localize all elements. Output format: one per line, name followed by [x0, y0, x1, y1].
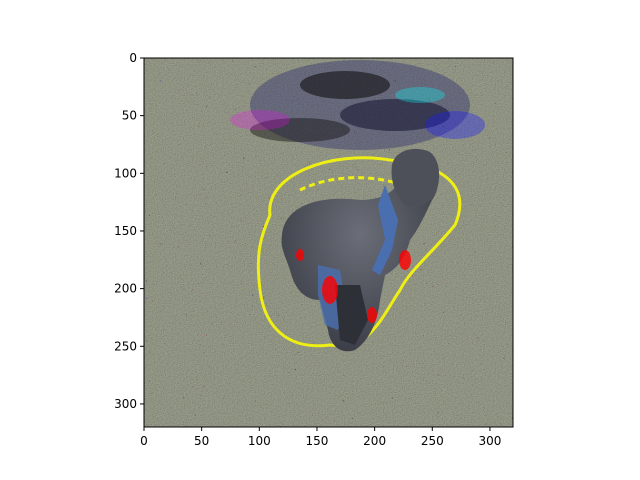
- y-tick-label: 300: [114, 397, 137, 411]
- x-axis-ticks: 0 50 100 150 200 250 300: [140, 427, 501, 448]
- x-tick-label: 250: [421, 434, 444, 448]
- attribution-cloud-top: [230, 60, 485, 150]
- y-tick-label: 100: [114, 166, 137, 180]
- dog-harness: [372, 185, 398, 275]
- y-tick-label: 250: [114, 339, 137, 353]
- dog-body: [281, 156, 438, 352]
- dog-figure: [281, 148, 440, 352]
- x-tick-label: 200: [363, 434, 386, 448]
- x-tick-label: 50: [194, 434, 209, 448]
- axes-frame: [143, 57, 514, 428]
- x-tick-label: 150: [306, 434, 329, 448]
- y-tick-label: 50: [122, 109, 137, 123]
- y-tick-label: 150: [114, 224, 137, 238]
- x-tick-label: 300: [478, 434, 501, 448]
- y-tick-label: 0: [129, 51, 137, 65]
- y-tick-label: 200: [114, 282, 137, 296]
- dog-leg-dark: [335, 285, 368, 345]
- attribution-red: [296, 249, 411, 323]
- y-axis-ticks: 0 50 100 150 200 250 300: [114, 51, 144, 411]
- x-tick-label: 0: [140, 434, 148, 448]
- dog-head: [391, 148, 440, 207]
- x-tick-label: 100: [248, 434, 271, 448]
- image-area: [144, 58, 513, 427]
